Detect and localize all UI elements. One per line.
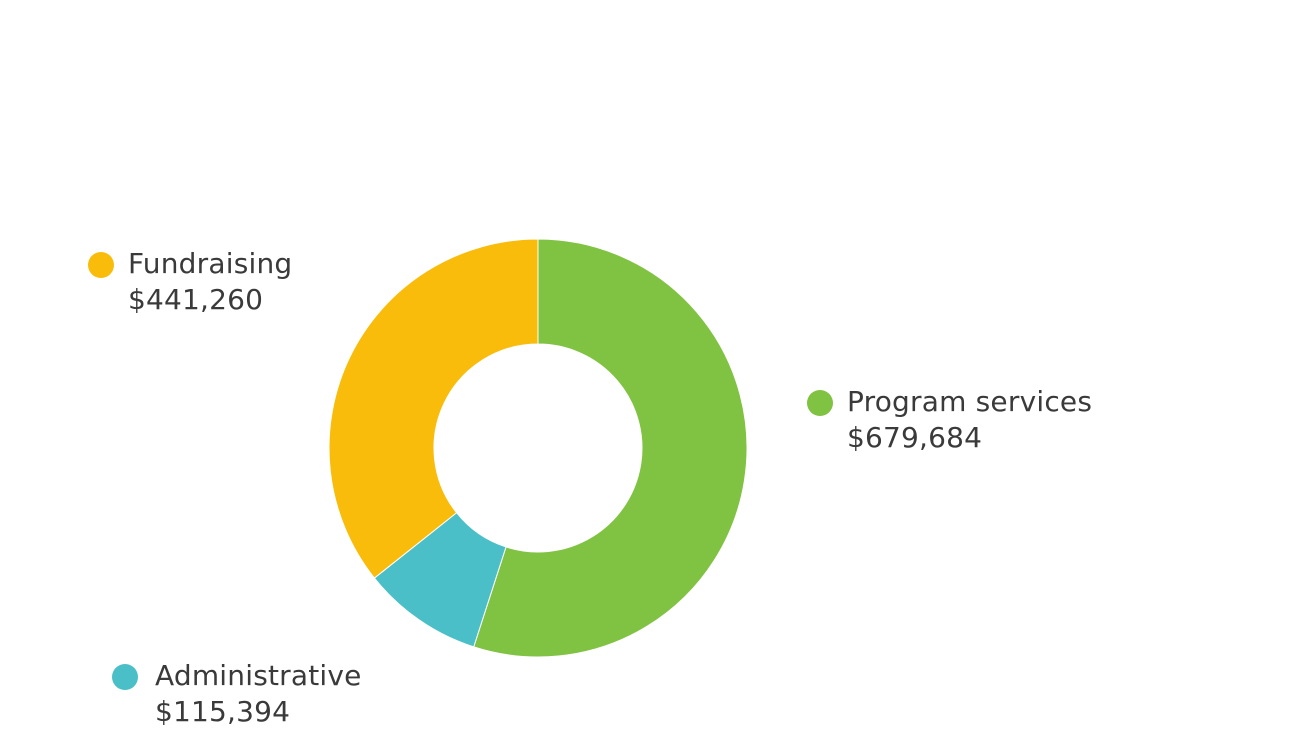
legend-dot-fundraising [88,252,114,278]
legend-item-fundraising: Fundraising $441,260 [88,246,292,318]
legend-value-fundraising: $441,260 [128,283,264,316]
donut-slices [328,238,748,658]
slice-fundraising [328,238,539,579]
legend-label-program-services: Program services [847,385,1093,418]
legend-label-administrative: Administrative [155,659,362,692]
legend-label-fundraising: Fundraising [128,247,293,280]
slice-program-services [473,238,748,658]
legend-dot-administrative [112,664,138,690]
legend-value-administrative: $115,394 [155,695,291,728]
legend-dot-program-services [807,390,833,416]
legend-value-program-services: $679,684 [847,421,983,454]
legend-item-program-services: Program services $679,684 [807,384,1092,456]
legend-item-administrative: Administrative $115,394 [112,658,361,730]
